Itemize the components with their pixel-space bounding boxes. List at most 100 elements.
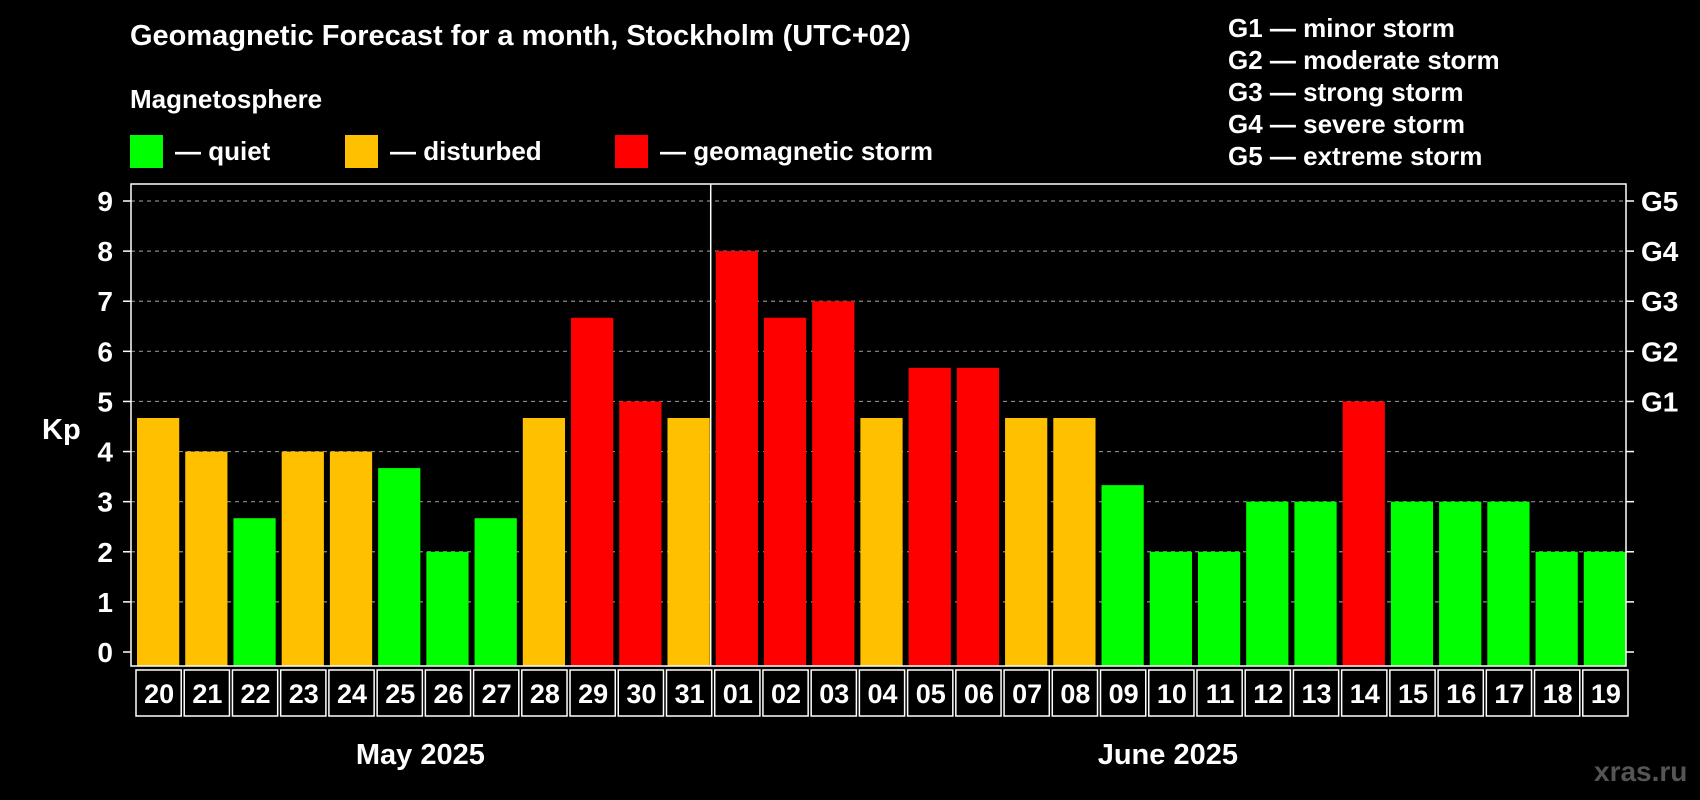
date-cell-5 xyxy=(376,669,424,717)
date-label-08: 08 xyxy=(1060,679,1090,709)
date-cell-21 xyxy=(1147,669,1195,717)
date-cell-13 xyxy=(762,669,809,717)
date-label-15: 15 xyxy=(1398,679,1428,709)
bar-09-20 xyxy=(1101,485,1144,666)
date-label-02: 02 xyxy=(771,679,801,709)
date-cell-23 xyxy=(1244,669,1292,717)
date-cell-26 xyxy=(1389,669,1436,717)
y-tick-label-7: 7 xyxy=(97,286,113,317)
date-label-03: 03 xyxy=(819,679,849,709)
bar-11-22 xyxy=(1197,551,1241,666)
date-cell-7 xyxy=(472,669,520,717)
chart-title: Geomagnetic Forecast for a month, Stockh… xyxy=(130,20,911,52)
date-label-30: 30 xyxy=(626,679,656,709)
bar-03-14 xyxy=(812,301,855,666)
date-label-29: 29 xyxy=(578,679,608,709)
g-legend-g4: G4 — severe storm xyxy=(1228,109,1466,139)
date-label-11: 11 xyxy=(1206,679,1235,709)
date-label-06: 06 xyxy=(964,679,994,709)
date-label-04: 04 xyxy=(867,679,897,709)
legend-quiet-swatch xyxy=(130,135,163,168)
date-cell-25 xyxy=(1340,669,1388,717)
legend-quiet: — quiet xyxy=(130,135,270,168)
y-tick-label-8: 8 xyxy=(97,236,113,267)
date-cell-29 xyxy=(1533,669,1581,717)
date-cell-11 xyxy=(665,669,713,717)
legend-quiet-label: — quiet xyxy=(175,136,271,166)
date-cell-6 xyxy=(424,669,472,717)
month-label-1: June 2025 xyxy=(1098,739,1238,771)
date-label-19: 19 xyxy=(1591,679,1621,709)
legend-disturbed-label: — disturbed xyxy=(390,136,542,166)
date-cell-14 xyxy=(810,669,858,717)
month-label-0: May 2025 xyxy=(356,739,485,771)
g-legend-g5: G5 — extreme storm xyxy=(1228,141,1483,171)
date-label-05: 05 xyxy=(916,679,946,709)
date-cell-18 xyxy=(1003,669,1051,717)
date-label-01: 01 xyxy=(723,679,753,709)
bar-05-16 xyxy=(908,367,951,666)
date-label-13: 13 xyxy=(1302,679,1332,709)
bar-15-26 xyxy=(1390,501,1434,666)
date-cell-12 xyxy=(713,669,761,717)
bar-06-17 xyxy=(956,367,1000,666)
y-tick-label-1: 1 xyxy=(97,587,113,618)
plot-frame xyxy=(130,183,1627,667)
bar-23-3 xyxy=(281,451,324,666)
date-label-14: 14 xyxy=(1350,679,1380,709)
date-cell-4 xyxy=(328,669,375,717)
date-label-27: 27 xyxy=(482,679,512,709)
legend-disturbed: — disturbed xyxy=(345,135,542,168)
bar-22-2 xyxy=(233,518,276,666)
y-tick-label-3: 3 xyxy=(97,487,113,518)
date-cell-24 xyxy=(1292,669,1340,717)
g-level-label-G5: G5 xyxy=(1641,186,1678,217)
date-label-20: 20 xyxy=(144,679,174,709)
bar-10-21 xyxy=(1149,551,1192,666)
bar-30-10 xyxy=(619,401,662,666)
date-cell-10 xyxy=(617,669,665,717)
date-label-26: 26 xyxy=(433,679,463,709)
bar-07-18 xyxy=(1005,417,1048,666)
date-label-21: 21 xyxy=(192,679,222,709)
g-legend-g2: G2 — moderate storm xyxy=(1228,45,1500,75)
date-cell-28 xyxy=(1485,669,1533,717)
legend-disturbed-swatch xyxy=(345,135,378,168)
date-label-10: 10 xyxy=(1157,679,1187,709)
legend-storm-swatch xyxy=(615,135,648,168)
bar-21-1 xyxy=(185,451,228,666)
date-cell-15 xyxy=(858,669,906,717)
y-tick-label-9: 9 xyxy=(97,186,113,217)
bar-24-4 xyxy=(329,451,373,666)
bar-02-13 xyxy=(763,317,807,666)
y-axis-label: Kp xyxy=(42,414,81,446)
date-label-16: 16 xyxy=(1446,679,1476,709)
date-cell-17 xyxy=(955,669,1002,717)
bar-18-29 xyxy=(1535,551,1578,666)
g-scale-legend: G1 — minor storm G2 — moderate storm G3 … xyxy=(1228,12,1500,172)
y-tick-label-4: 4 xyxy=(97,437,113,468)
y-tick-label-0: 0 xyxy=(97,637,113,668)
date-label-12: 12 xyxy=(1253,679,1283,709)
date-cell-1 xyxy=(183,669,231,717)
y-tick-label-2: 2 xyxy=(97,537,113,568)
bar-13-24 xyxy=(1294,501,1337,666)
date-cell-0 xyxy=(135,669,182,717)
date-label-18: 18 xyxy=(1543,679,1573,709)
y-tick-label-6: 6 xyxy=(97,336,113,367)
g-legend-g3: G3 — strong storm xyxy=(1228,77,1464,107)
date-label-25: 25 xyxy=(385,679,415,709)
bar-04-15 xyxy=(860,417,903,666)
date-cell-22 xyxy=(1196,669,1243,717)
bar-26-6 xyxy=(426,551,469,666)
date-cell-8 xyxy=(521,669,568,717)
date-label-07: 07 xyxy=(1012,679,1042,709)
bar-14-25 xyxy=(1342,401,1385,666)
date-label-17: 17 xyxy=(1494,679,1524,709)
date-cell-20 xyxy=(1099,669,1147,717)
bar-19-30 xyxy=(1583,551,1626,666)
g-level-label-G4: G4 xyxy=(1641,236,1679,267)
bar-20-0 xyxy=(137,417,180,666)
